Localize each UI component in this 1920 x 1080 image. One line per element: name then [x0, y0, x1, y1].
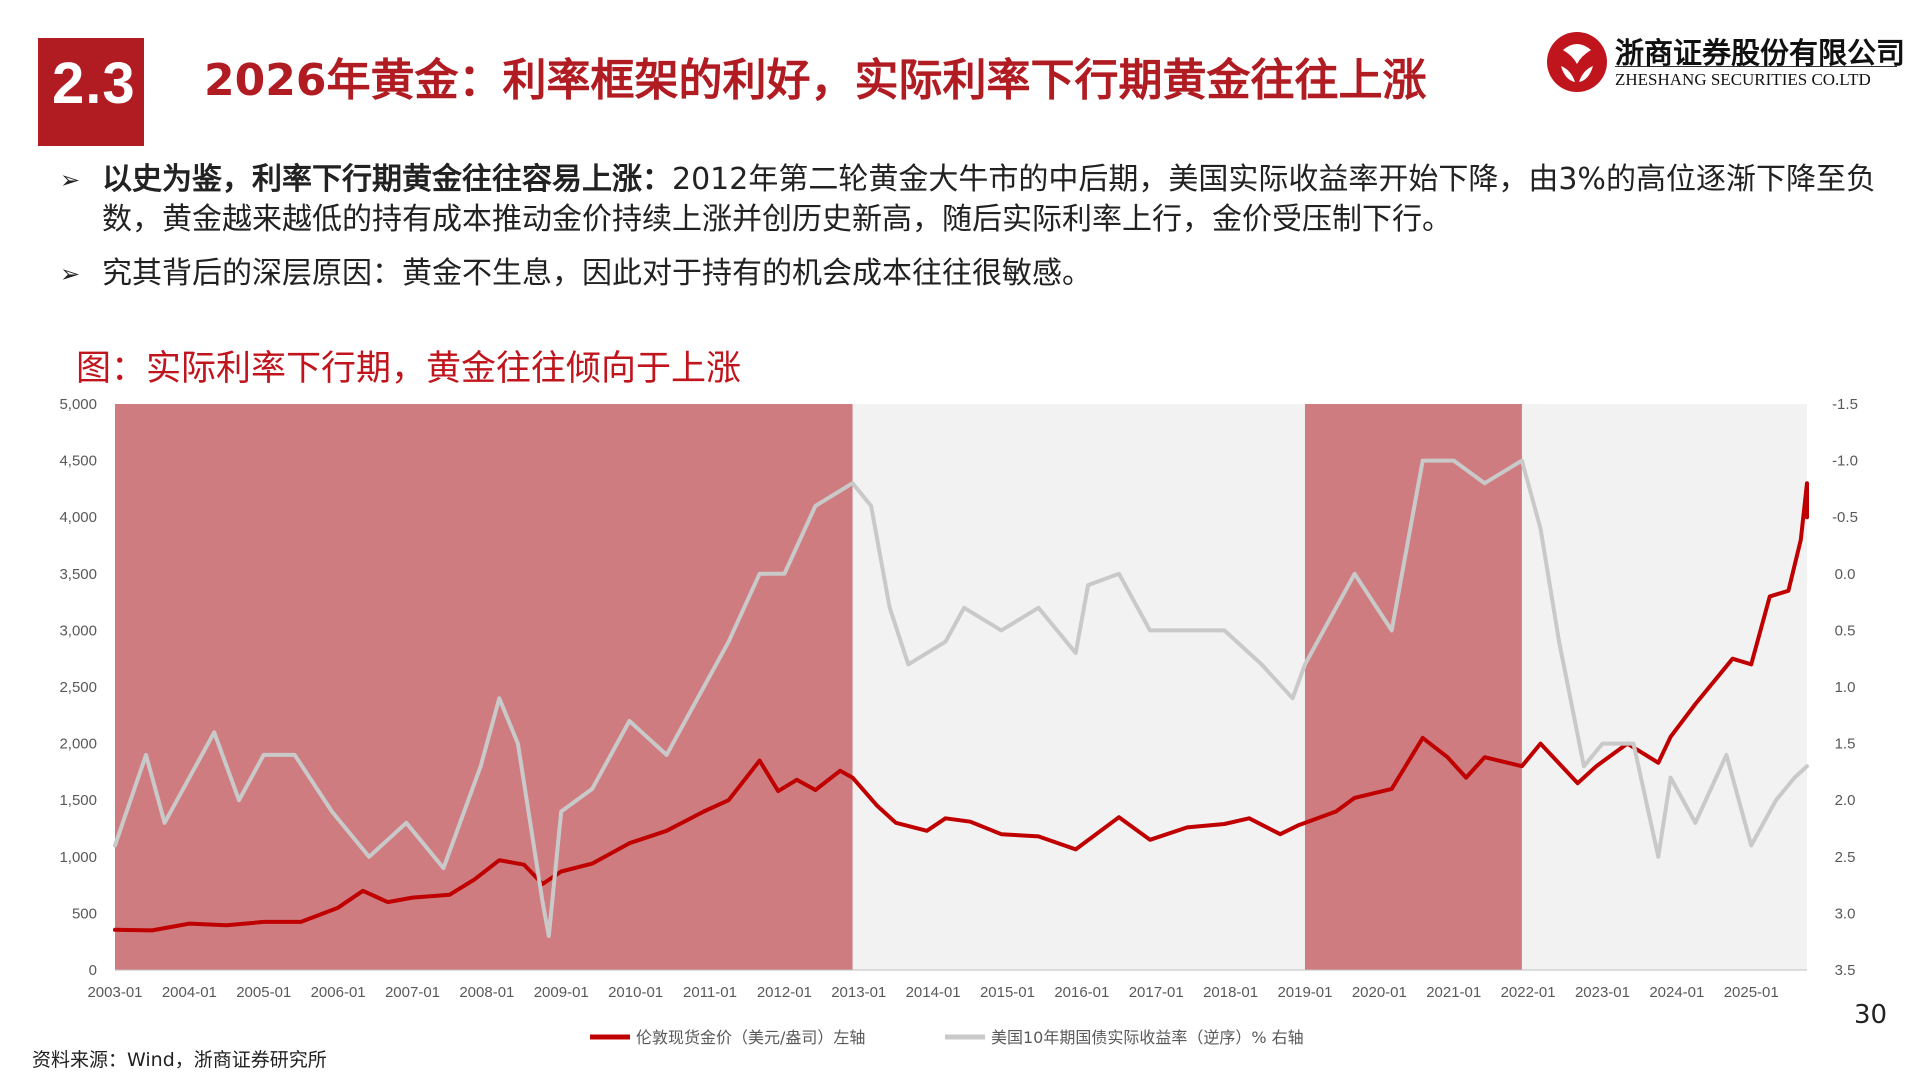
x-tick-label: 2007-01 — [385, 984, 440, 1001]
x-tick-label: 2012-01 — [757, 984, 812, 1001]
x-tick-label: 2014-01 — [906, 984, 961, 1001]
x-tick-label: 2017-01 — [1129, 984, 1184, 1001]
y-left-tick-label: 2,500 — [59, 679, 97, 696]
bullet-text: 究其背后的深层原因：黄金不生息，因此对于持有的机会成本往往很敏感。 — [102, 256, 1092, 291]
y-right-tick-label: -1.0 — [1832, 453, 1858, 470]
y-right-tick-label: 2.0 — [1835, 792, 1856, 809]
y-left-tick-label: 2,000 — [59, 736, 97, 753]
y-left-tick-label: 3,500 — [59, 566, 97, 583]
y-left-tick-label: 4,500 — [59, 453, 97, 470]
x-tick-label: 2003-01 — [87, 984, 142, 1001]
x-tick-label: 2013-01 — [831, 984, 886, 1001]
y-right-tick-label: 0.5 — [1835, 622, 1856, 639]
y-right-tick-label: 2.5 — [1835, 849, 1856, 866]
x-tick-label: 2022-01 — [1501, 984, 1556, 1001]
x-tick-label: 2025-01 — [1724, 984, 1779, 1001]
section-badge: 2.3 — [38, 38, 144, 146]
series-line-real-yield — [113, 458, 1809, 938]
y-right-tick-label: 1.0 — [1835, 679, 1856, 696]
page-number: 30 — [1854, 1000, 1888, 1030]
x-tick-label: 2005-01 — [236, 984, 291, 1001]
x-tick-label: 2023-01 — [1575, 984, 1630, 1001]
shaded-period — [1304, 404, 1522, 970]
x-tick-label: 2009-01 — [534, 984, 589, 1001]
y-left-tick-label: 4,000 — [59, 509, 97, 526]
logo-divider — [1615, 66, 1897, 67]
page-title: 2026年黄金：利率框架的利好，实际利率下行期黄金往往上涨 — [204, 55, 1427, 106]
bullet-item: ➢ 以史为鉴，利率下行期黄金往往容易上涨：2012年第二轮黄金大牛市的中后期，美… — [60, 160, 1890, 240]
x-tick-label: 2004-01 — [162, 984, 217, 1001]
company-logo: 浙商证券股份有限公司 ZHESHANG SECURITIES CO.LTD — [1545, 28, 1905, 98]
y-right-tick-label: 3.0 — [1835, 905, 1856, 922]
y-right-tick-label: 0.0 — [1835, 566, 1856, 583]
bullet-list: ➢ 以史为鉴，利率下行期黄金往往容易上涨：2012年第二轮黄金大牛市的中后期，美… — [60, 160, 1890, 308]
y-left-tick-label: 500 — [72, 905, 97, 922]
x-tick-label: 2020-01 — [1352, 984, 1407, 1001]
logo-emblem-icon — [1547, 32, 1607, 92]
y-left-tick-label: 1,500 — [59, 792, 97, 809]
x-tick-label: 2019-01 — [1277, 984, 1332, 1001]
shaded-period — [115, 404, 853, 970]
x-tick-label: 2018-01 — [1203, 984, 1258, 1001]
y-right-tick-label: 1.5 — [1835, 736, 1856, 753]
source-note: 资料来源：Wind，浙商证券研究所 — [32, 1049, 327, 1071]
series-line-gold-price — [113, 481, 1809, 933]
arrow-bullet-icon: ➢ — [60, 260, 81, 288]
y-left-tick-label: 0 — [89, 962, 97, 979]
y-left-tick-label: 5,000 — [59, 396, 97, 413]
section-number: 2.3 — [52, 51, 136, 116]
bullet-lead: 以史为鉴，利率下行期黄金往往容易上涨： — [102, 162, 672, 197]
legend-label: 美国10年期国债实际收益率（逆序）% 右轴 — [991, 1028, 1304, 1047]
bullet-item: ➢ 究其背后的深层原因：黄金不生息，因此对于持有的机会成本往往很敏感。 — [60, 254, 1890, 294]
legend-label: 伦敦现货金价（美元/盎司）左轴 — [636, 1028, 865, 1047]
arrow-bullet-icon: ➢ — [60, 166, 81, 194]
y-left-tick-label: 1,000 — [59, 849, 97, 866]
y-right-tick-label: -0.5 — [1832, 509, 1858, 526]
x-tick-label: 2016-01 — [1054, 984, 1109, 1001]
y-left-tick-label: 3,000 — [59, 622, 97, 639]
x-tick-label: 2008-01 — [459, 984, 514, 1001]
x-tick-label: 2006-01 — [311, 984, 366, 1001]
gold-vs-real-yield-chart: 0 500 1,000 1,500 2,000 2,500 3,000 3,500 4,000 4… — [59, 396, 1858, 1047]
x-tick-label: 2011-01 — [683, 984, 737, 1001]
y-right-tick-label: -1.5 — [1832, 396, 1858, 413]
y-right-tick-label: 3.5 — [1835, 962, 1856, 979]
x-tick-label: 2010-01 — [608, 984, 663, 1001]
x-tick-label: 2015-01 — [980, 984, 1035, 1001]
x-tick-label: 2024-01 — [1649, 984, 1704, 1001]
logo-company-name-en: ZHESHANG SECURITIES CO.LTD — [1615, 70, 1871, 89]
figure-title: 图：实际利率下行期，黄金往往倾向于上涨 — [76, 349, 742, 389]
x-tick-label: 2021-01 — [1426, 984, 1481, 1001]
bullet-text: 2012年第二轮黄金大牛市的中后期，美国实际收益率开始下降，由3%的高位逐渐下降… — [102, 162, 1876, 237]
logo-company-name: 浙商证券股份有限公司 — [1615, 36, 1906, 70]
